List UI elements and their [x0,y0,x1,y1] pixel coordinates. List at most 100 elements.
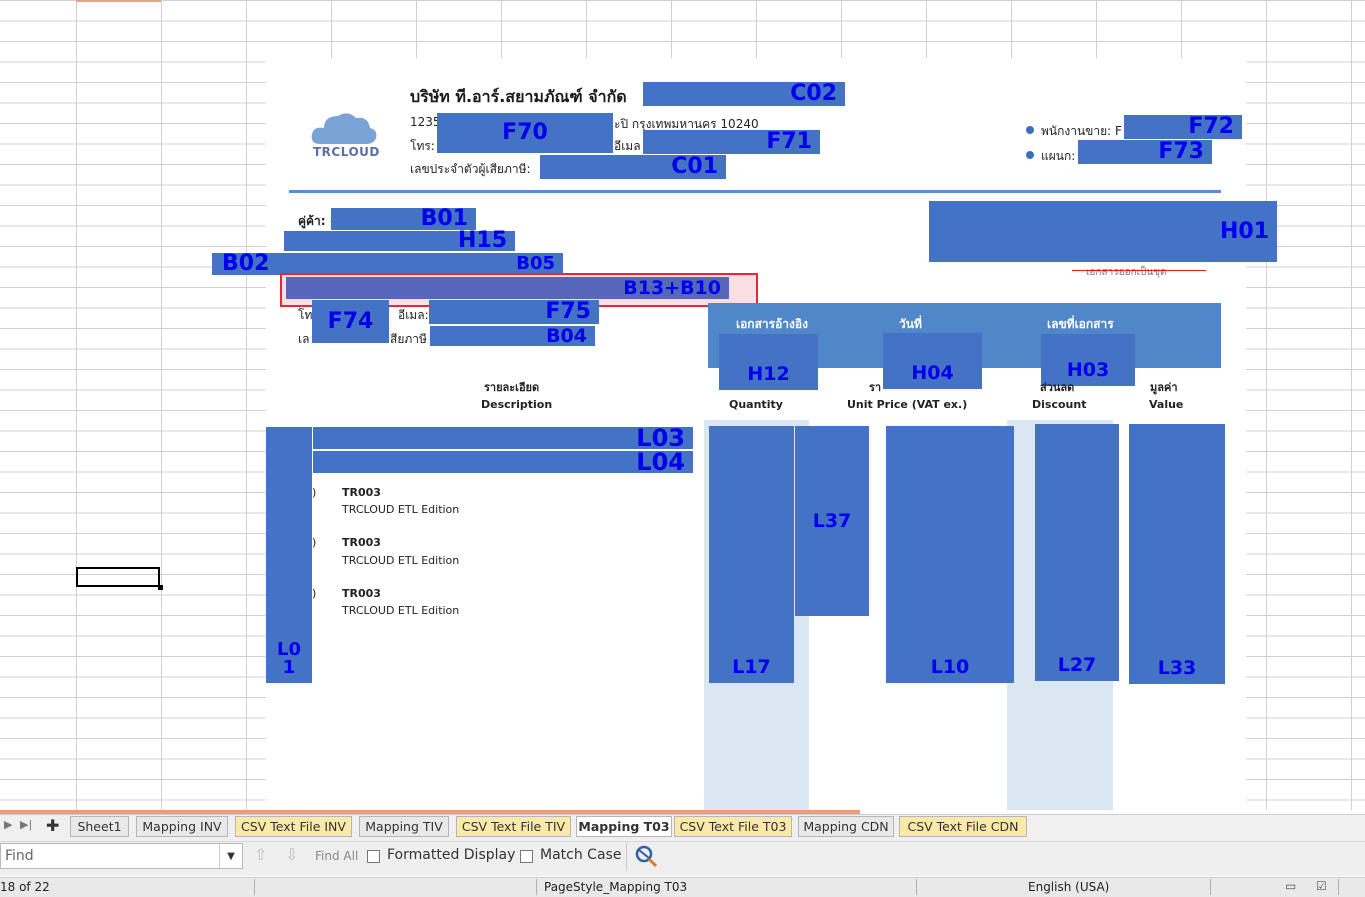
field-F71: F71 [643,130,820,154]
match-case-checkbox[interactable] [520,850,533,863]
bullet-icon [1026,126,1034,134]
tab-csv-t03[interactable]: CSV Text File T03 [674,816,792,837]
status-bar [0,877,1365,897]
col-disc-en: Discount [1032,398,1087,411]
field-H15: H15 [284,230,515,252]
field-B01: B01 [331,208,476,230]
field-L33: L33 [1129,424,1225,684]
dept-label: แผนก: [1041,149,1076,163]
item-code: TR003 [342,536,381,549]
status-separator [1210,879,1211,895]
field-B02-B05: B02 B05 [212,253,563,275]
taxid-label: เลขประจำตัวผู้เสียภาษี: [410,162,531,176]
scroll-indicator-strip [0,810,860,816]
item-name: TRCLOUD ETL Edition [342,604,460,617]
status-separator [254,879,255,895]
field-B05: B05 [516,253,555,274]
field-L01-part1: L0 [277,639,301,660]
logo-text: TRCLOUD [313,145,380,159]
field-H12: H12 [719,334,818,390]
field-H03: H03 [1041,334,1135,386]
field-F70: F70 [437,113,613,153]
field-B04: B04 [430,326,595,346]
field-F72: F72 [1124,115,1242,139]
find-all-button[interactable]: Find All [315,849,359,863]
tab-mapping-cdn[interactable]: Mapping CDN [798,816,894,837]
item-name: TRCLOUD ETL Edition [342,554,460,567]
cust-tax-label: เล [298,332,310,346]
address-prefix: 1235 [410,115,441,129]
selection-mode-icon[interactable]: ▭ [1285,879,1297,893]
selected-cell[interactable] [76,567,160,587]
col-unit-en: Unit Price (VAT ex.) [847,398,968,411]
field-F74: F74 [312,300,389,343]
item-name: TRCLOUD ETL Edition [342,503,460,516]
formatted-display-checkbox[interactable] [367,850,380,863]
sheet-position: 18 of 22 [0,880,50,894]
col-desc-en: Description [481,398,553,411]
phone-label: โทร: [410,139,435,153]
col-disc-th: ส่วนลด [1040,381,1075,394]
last-sheet-icon[interactable]: ▶| [20,818,33,831]
col-desc-th: รายละเอียด [484,381,540,394]
item-code: TR003 [342,486,381,499]
field-L01: L0 1 [266,427,312,683]
bullet-icon [1026,151,1034,159]
field-L03: L03 [313,426,693,450]
company-name: บริษัท ที.อาร์.สยามภัณฑ์ จำกัด [410,87,627,106]
tab-csv-tiv[interactable]: CSV Text File TIV [456,816,571,837]
tab-mapping-t03[interactable]: Mapping T03 [576,816,672,837]
find-previous-icon[interactable]: ⇧ [254,845,268,864]
email-label: อีเมล [614,139,641,153]
spreadsheet-grid[interactable]: TRCLOUD บริษัท ที.อาร์.สยามภัณฑ์ จำกัด 1… [0,0,1365,810]
field-C02: C02 [643,82,845,106]
ref-label-date: วันที่ [899,317,922,331]
field-L27: L27 [1035,424,1119,681]
ref-label-document: เอกสารอ้างอิง [736,317,808,331]
tab-csv-cdn[interactable]: CSV Text File CDN [899,816,1027,837]
find-replace-icon[interactable] [633,844,659,868]
field-L37: L37 [795,426,869,616]
field-B13-B10: B13+B10 [286,277,729,299]
field-H04: H04 [883,333,982,389]
field-F75: F75 [429,300,599,324]
cust-phone-label: โท [298,308,313,322]
column-header-marker [76,0,161,2]
find-input[interactable]: Find [0,843,243,869]
customer-label: คู่ค้า: ‹ [298,214,335,228]
field-L17: L17 [709,426,794,683]
tab-mapping-inv[interactable]: Mapping INV [136,816,228,837]
add-sheet-icon[interactable]: ✚ [46,816,60,835]
chevron-down-icon[interactable]: ▼ [219,844,242,868]
document-modified-icon[interactable]: ☑ [1316,879,1327,893]
match-case-label: Match Case [540,847,622,863]
field-L01-part2: 1 [282,657,296,678]
ref-label-number: เลขที่เอกสาร [1047,317,1114,331]
language[interactable]: English (USA) [1028,880,1110,894]
field-L04: L04 [313,450,693,474]
field-L10: L10 [886,426,1014,683]
item-code: TR003 [342,587,381,600]
col-value-en: Value [1149,398,1184,411]
address-suffix: ะปิ กรุงเทพมหานคร 10240 [614,117,759,131]
tab-mapping-tiv[interactable]: Mapping TIV [359,816,449,837]
tab-csv-inv[interactable]: CSV Text File INV [235,816,352,837]
formatted-display-label: Formatted Display [387,847,516,863]
status-separator [536,879,537,895]
item-paren: ) [312,486,317,499]
item-paren: ) [312,536,317,549]
status-separator [1338,879,1339,895]
cust-tax-suffix: สียภาษี [390,332,427,346]
page-style[interactable]: PageStyle_Mapping T03 [544,880,688,894]
header-divider [289,190,1221,193]
col-qty: Quantity [729,398,783,411]
fill-handle[interactable] [158,585,163,590]
col-unit-th: รา [869,381,882,394]
col-value-th: มูลค่า [1150,381,1178,394]
tab-sheet1[interactable]: Sheet1 [70,816,129,837]
strikethrough-line [1072,270,1206,271]
cloud-logo-icon [311,113,377,144]
find-next-icon[interactable]: ⇩ [285,845,299,864]
prev-sheet-icon[interactable]: ▶ [4,818,13,831]
status-separator [916,879,917,895]
